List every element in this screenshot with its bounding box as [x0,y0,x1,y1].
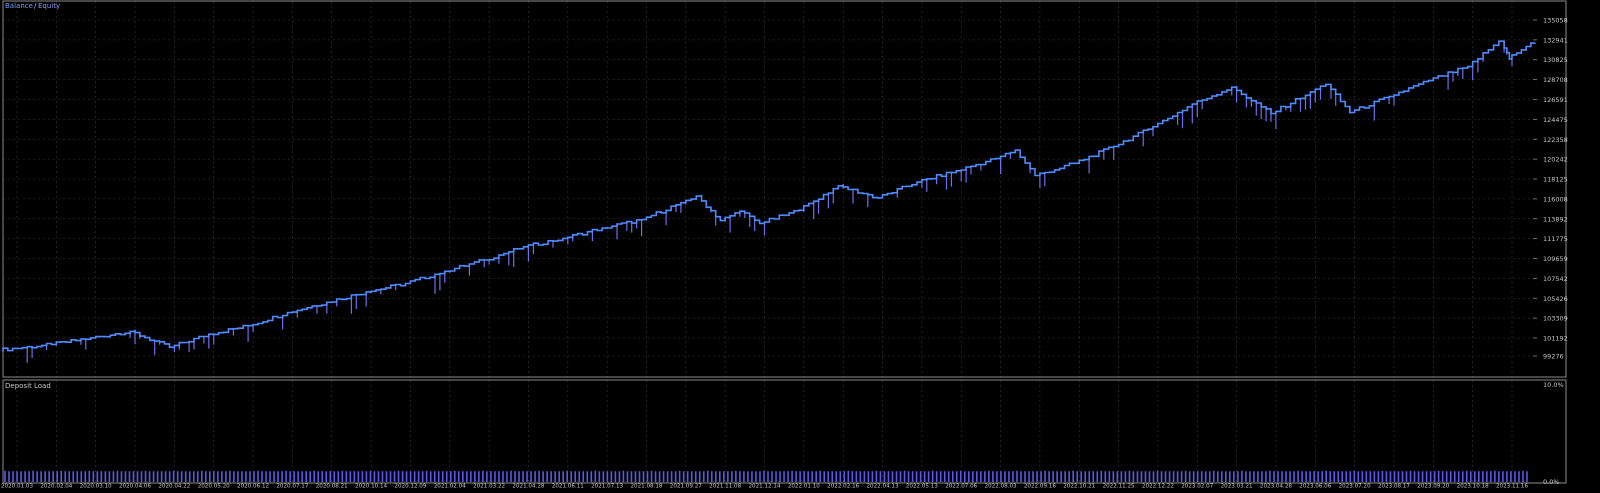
y-tick-label: 103309 [1543,315,1568,323]
x-tick-label: 2023.06.06 [1299,484,1331,490]
y-tick-label: 113892 [1543,215,1568,223]
deposit-load-frame [2,379,1567,484]
x-tick-label: 2020.08.21 [316,484,348,490]
x-tick-label: 2022.07.06 [945,484,977,490]
x-tick-label: 2020.05.20 [198,484,230,490]
x-tick-label: 2020.10.14 [355,484,387,490]
deposit-load-tick-label: 0.0% [1543,478,1560,486]
x-tick-label: 2023.04.28 [1260,484,1292,490]
x-tick-label: 2021.04.28 [512,484,544,490]
x-tick-label: 2021.12.14 [748,484,780,490]
x-tick-label: 2020.04.22 [158,484,190,490]
x-tick-label: 2023.08.17 [1378,484,1410,490]
x-tick-label: 2023.10.18 [1457,484,1489,490]
x-tick-label: 2022.04.13 [867,484,899,490]
x-tick-label: 2020.12.09 [394,484,426,490]
y-tick-label: 120242 [1543,156,1568,164]
x-tick-label: 2020.03.10 [80,484,112,490]
main-chart-frame [2,0,1567,378]
x-tick-label: 2022.08.03 [985,484,1017,490]
legend-balance: Balance [5,2,33,10]
x-tick-label: 2022.02.16 [827,484,859,490]
y-tick-label: 109659 [1543,255,1568,263]
main-y-axis: 99276 101192 103309 105426 107542 109659 11177… [1533,17,1568,361]
y-tick-label: 107542 [1543,275,1568,283]
x-tick-label: 2023.09.20 [1417,484,1449,490]
x-tick-label: 2021.06.11 [552,484,584,490]
x-tick-label: 2020.07.17 [276,484,308,490]
y-tick-label: 128708 [1543,76,1568,84]
x-tick-label: 2021.11.08 [709,484,741,490]
balance-series-line [2,40,1536,352]
deposit-load-grid [16,380,1513,483]
x-tick-label: 2021.07.13 [591,484,623,490]
x-tick-label: 2021.03.22 [473,484,505,490]
y-tick-label: 116008 [1543,195,1568,203]
x-tick-label: 2022.05.13 [906,484,938,490]
x-tick-label: 2020.04.06 [119,484,151,490]
legend-equity: Equity [38,2,60,10]
x-tick-label: 2022.11.25 [1103,484,1135,490]
deposit-load-y-axis: 10.0% 0.0% [1543,381,1564,486]
x-axis: 2020.01.03 2020.02.04 2020.03.10 2020.04.06… [1,484,1528,490]
y-tick-label: 124475 [1543,116,1568,124]
main-chart-grid [3,1,1533,377]
y-tick-label: 111775 [1543,235,1568,243]
x-tick-label: 2022.12.22 [1142,484,1174,490]
x-tick-label: 2023.07.20 [1339,484,1371,490]
x-tick-label: 2021.02.04 [434,484,466,490]
y-tick-label: 132941 [1543,36,1568,44]
x-tick-label: 2021.08.18 [630,484,662,490]
y-tick-label: 135058 [1543,17,1568,25]
x-tick-label: 2022.01.10 [788,484,820,490]
deposit-load-tick-label: 10.0% [1543,381,1564,389]
x-tick-label: 2020.02.04 [40,484,72,490]
y-tick-label: 105426 [1543,295,1568,303]
x-tick-label: 2022.09.16 [1024,484,1056,490]
y-tick-label: 122358 [1543,136,1568,144]
x-tick-label: 2022.10.21 [1063,484,1095,490]
x-tick-label: 2023.11.16 [1496,484,1528,490]
legend-separator: / [34,2,37,10]
x-tick-label: 2020.06.12 [237,484,269,490]
y-tick-label: 101192 [1543,335,1568,343]
y-tick-label: 118125 [1543,176,1568,184]
y-tick-label: 99276 [1543,353,1564,361]
x-tick-label: 2023.03.21 [1221,484,1253,490]
y-tick-label: 130825 [1543,56,1568,64]
x-tick-label: 2020.01.03 [1,484,33,490]
deposit-load-title: Deposit Load [5,382,51,390]
y-tick-label: 126591 [1543,96,1568,104]
deposit-load-bars [4,470,1528,482]
x-tick-label: 2021.09.27 [670,484,702,490]
x-tick-label: 2023.02.07 [1181,484,1213,490]
